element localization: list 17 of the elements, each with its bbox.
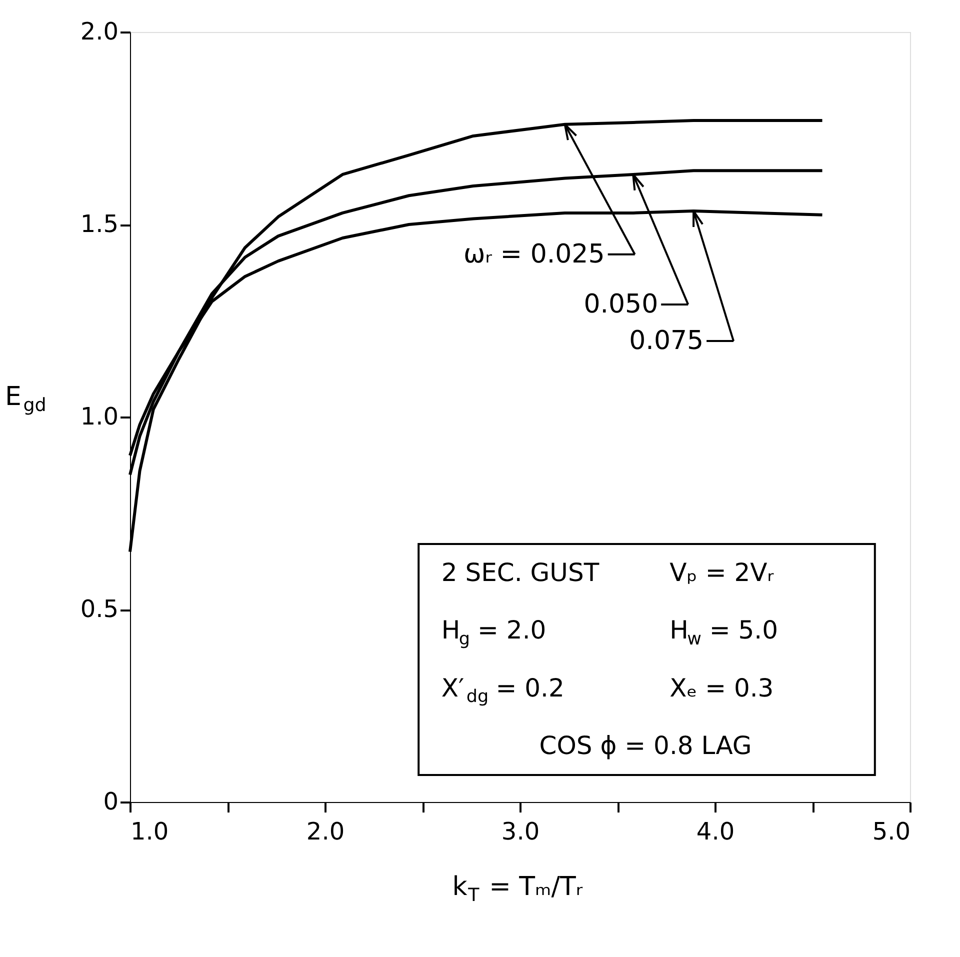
annotation: 2 SEC. GUST — [441, 558, 600, 587]
y-tick-label: 0.5 — [80, 595, 118, 623]
x-tick-label: 4.0 — [696, 818, 735, 846]
x-tick-label: 5.0 — [872, 818, 910, 846]
x-tick-label: 1.0 — [130, 818, 169, 846]
legend-label: ωᵣ = 0.025 — [464, 239, 605, 270]
y-tick-label: 1.5 — [80, 210, 118, 238]
y-tick-label: 1.0 — [80, 402, 118, 430]
annotation: Xₑ = 0.3 — [670, 673, 774, 702]
y-tick-label: 2.0 — [80, 18, 118, 46]
y-tick-label: 0 — [103, 788, 118, 816]
legend-label: 0.050 — [584, 289, 658, 320]
x-tick-label: 3.0 — [501, 818, 540, 846]
x-tick-label: 2.0 — [306, 818, 345, 846]
annotation: Vₚ = 2Vᵣ — [670, 558, 774, 587]
annotation: COS ϕ = 0.8 LAG — [539, 731, 752, 760]
legend-label: 0.075 — [629, 326, 704, 356]
